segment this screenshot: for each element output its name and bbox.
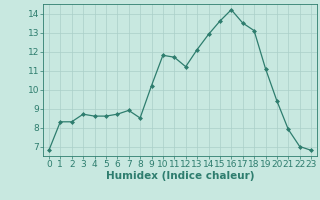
X-axis label: Humidex (Indice chaleur): Humidex (Indice chaleur) [106,171,254,181]
